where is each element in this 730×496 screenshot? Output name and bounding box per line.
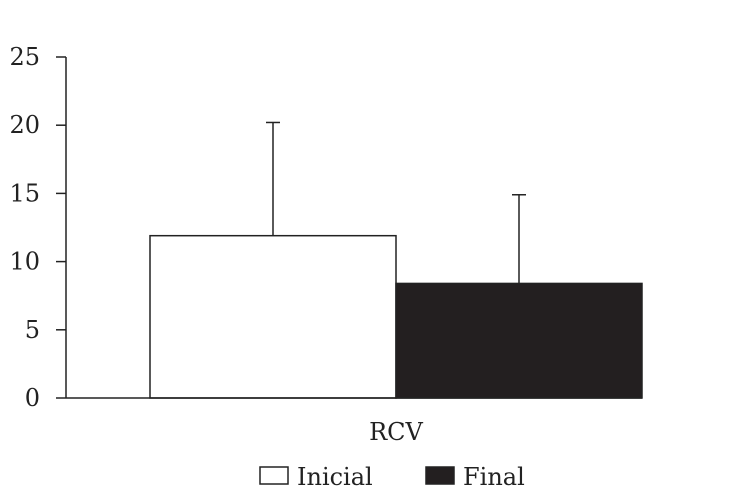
y-axis: 0 5 10 15 20 25: [9, 43, 67, 412]
y-tick-label: 20: [9, 111, 40, 139]
legend-label-final: Final: [463, 463, 525, 491]
bar-inicial: [149, 234, 397, 399]
bars: [149, 121, 643, 399]
legend-label-inicial: Inicial: [297, 463, 373, 491]
y-tick-label: 10: [9, 248, 40, 276]
y-tick-label: 5: [25, 316, 40, 344]
legend-swatch-final: [425, 466, 455, 485]
y-tick-label: 15: [9, 179, 40, 207]
y-tick-label: 25: [9, 43, 40, 71]
x-axis: RCV: [66, 397, 642, 446]
legend-swatch-inicial: [259, 466, 289, 485]
y-tick-label: 0: [25, 384, 40, 412]
legend: Inicial Final: [259, 463, 525, 491]
bar-final: [395, 282, 643, 399]
x-category-label: RCV: [369, 418, 423, 446]
